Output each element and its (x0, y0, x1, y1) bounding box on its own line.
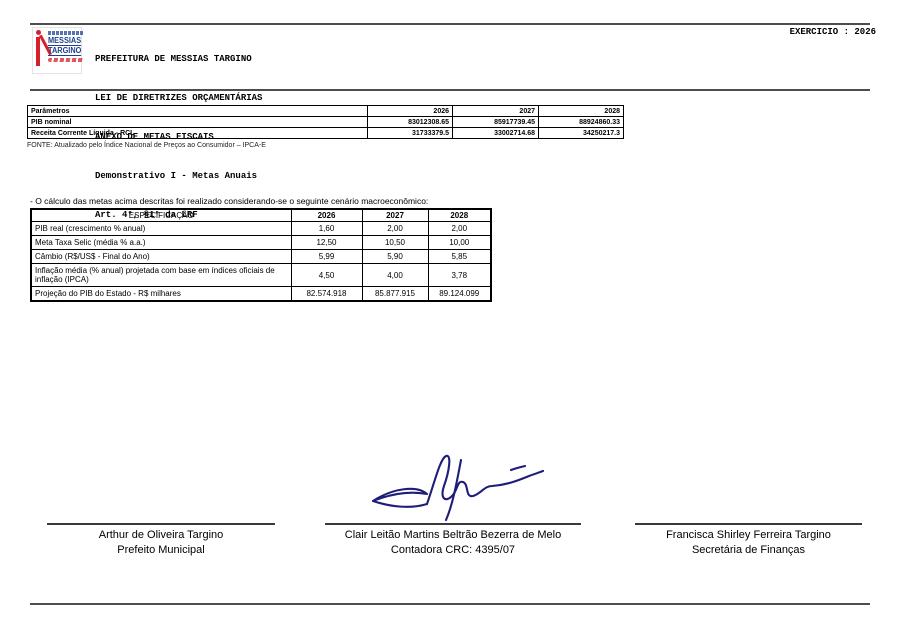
table-row: Inflação média (% anual) projetada com b… (30, 263, 492, 287)
logo-figure-icon (35, 30, 52, 66)
municipal-logo: MESSIAS TARGINO (32, 27, 85, 74)
header-org-line: PREFEITURA DE MESSIAS TARGINO (95, 54, 252, 64)
bottom-divider (30, 603, 870, 605)
row-label: Meta Taxa Selic (média % a.a.) (30, 235, 292, 250)
row-value: 2,00 (361, 221, 429, 236)
logo-slogan-decor (48, 58, 85, 62)
signer-role: Prefeito Municipal (117, 544, 205, 556)
signature-block: Arthur de Oliveira Targino Prefeito Muni… (47, 523, 275, 558)
row-value: 5,90 (361, 249, 429, 264)
year-header: 2027 (361, 208, 429, 222)
row-value: 2,00 (427, 221, 492, 236)
row-label: Receita Corrente Líquida - RCL (27, 127, 368, 139)
row-value: 5,85 (427, 249, 492, 264)
row-value: 31733379.5 (367, 127, 453, 139)
parametros-header-label: Parâmetros (27, 105, 368, 117)
signer-name: Clair Leitão Martins Beltrão Bezerra de … (344, 529, 562, 541)
table-row: Meta Taxa Selic (média % a.a.) 12,50 10,… (30, 235, 492, 250)
fonte-note: FONTE: Atualizado pelo Índice Nacional d… (27, 142, 266, 149)
year-header: 2028 (427, 208, 492, 222)
row-value: 34250217.3 (538, 127, 624, 139)
table-header-row: Parâmetros 2026 2027 2028 (27, 105, 624, 117)
especificacao-header: ESPECIFICAÇÃO (30, 208, 292, 222)
row-value: 83012308.65 (367, 116, 453, 128)
table-row: PIB nominal 83012308.65 85917739.45 8892… (27, 116, 624, 128)
exercicio-label: EXERCICIO : 2026 (789, 27, 876, 37)
row-value: 10,00 (427, 235, 492, 250)
year-header: 2028 (538, 105, 624, 117)
row-value: 33002714.68 (452, 127, 539, 139)
row-label: Projeção do PIB do Estado - R$ milhares (30, 286, 292, 302)
signer-name: Francisca Shirley Ferreira Targino (666, 529, 831, 541)
table-header-row: ESPECIFICAÇÃO 2026 2027 2028 (30, 208, 492, 222)
row-value: 12,50 (290, 235, 363, 250)
signer-role: Contadora CRC: 4395/07 (390, 544, 516, 556)
row-label: PIB real (crescimento % anual) (30, 221, 292, 236)
row-value: 85.877.915 (361, 286, 429, 302)
table-row: Projeção do PIB do Estado - R$ milhares … (30, 286, 492, 302)
handwritten-signature-image (371, 454, 545, 522)
logo-name-line1: MESSIAS (48, 36, 82, 46)
signer-name: Arthur de Oliveira Targino (98, 529, 224, 541)
signature-block: Clair Leitão Martins Beltrão Bezerra de … (325, 523, 581, 558)
row-value: 3,78 (427, 263, 492, 287)
cenario-table: ESPECIFICAÇÃO 2026 2027 2028 PIB real (c… (30, 208, 492, 302)
table-row: Receita Corrente Líquida - RCL 31733379.… (27, 127, 624, 139)
header-org-line: LEI DE DIRETRIZES ORÇAMENTÁRIAS (95, 93, 263, 103)
row-value: 85917739.45 (452, 116, 539, 128)
row-value: 10,50 (361, 235, 429, 250)
row-value: 5,99 (290, 249, 363, 264)
top-divider (30, 23, 870, 25)
row-value: 1,60 (290, 221, 363, 236)
cenario-intro-text: - O cálculo das metas acima descritas fo… (30, 196, 429, 206)
signer-role: Secretária de Finanças (691, 544, 806, 556)
row-value: 88924860.33 (538, 116, 624, 128)
logo-name-line2: TARGINO (48, 46, 82, 56)
year-header: 2026 (290, 208, 363, 222)
row-label: Câmbio (R$/US$ - Final do Ano) (30, 249, 292, 264)
header-divider (30, 89, 870, 91)
row-value: 82.574.918 (290, 286, 363, 302)
header-org-line: Demonstrativo I - Metas Anuais (95, 171, 258, 181)
table-row: Câmbio (R$/US$ - Final do Ano) 5,99 5,90… (30, 249, 492, 264)
row-label: PIB nominal (27, 116, 368, 128)
row-value: 89.124.099 (427, 286, 492, 302)
row-label: Inflação média (% anual) projetada com b… (30, 263, 292, 287)
table-row: PIB real (crescimento % anual) 1,60 2,00… (30, 221, 492, 236)
year-header: 2027 (452, 105, 539, 117)
logo-topline-decor (48, 31, 85, 35)
row-value: 4,00 (361, 263, 429, 287)
row-value: 4,50 (290, 263, 363, 287)
signature-block: Francisca Shirley Ferreira Targino Secre… (635, 523, 862, 558)
parametros-table: Parâmetros 2026 2027 2028 PIB nominal 83… (27, 105, 624, 139)
year-header: 2026 (367, 105, 453, 117)
